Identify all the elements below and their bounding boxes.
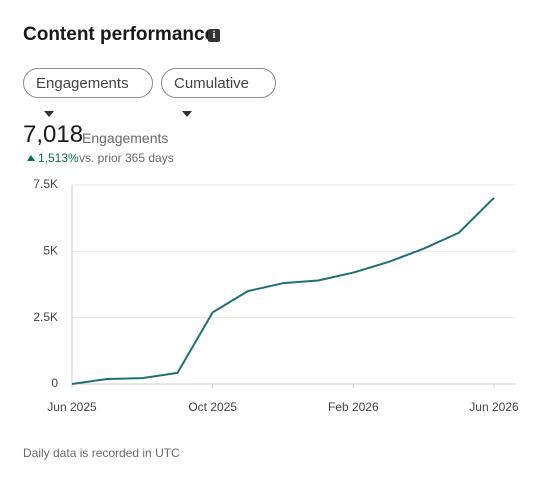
x-tick-label: Jun 2025 [47,400,97,414]
line [71,197,495,385]
title: Content performance [23,24,216,45]
total-value: 7,018 [23,121,84,148]
comparison: vs. prior 365 days [79,151,174,165]
x-tick-label: Jun 2026 [469,400,519,414]
mode-dropdown[interactable]: Cumulative [161,68,276,98]
info-icon[interactable]: i [208,29,220,42]
x-tick-label: Oct 2025 [188,400,237,414]
y-tick-label: 7.5K [33,177,58,191]
y-tick-label: 2.5K [33,310,58,324]
x-tick-label: Feb 2026 [328,400,379,414]
metric-dropdown[interactable]: Engagements [23,68,153,98]
y-tick-label: 0 [51,376,58,390]
total-label: Engagements [82,130,169,146]
change: 1,513% [27,151,79,165]
chart: 0 2.5K 5K 7.5K Jun 2025 Oct 2025 Feb 2026 Jun 2… [33,177,519,414]
footer: Daily data is recorded in UTC [23,446,180,460]
y-tick-label: 5K [43,244,58,258]
